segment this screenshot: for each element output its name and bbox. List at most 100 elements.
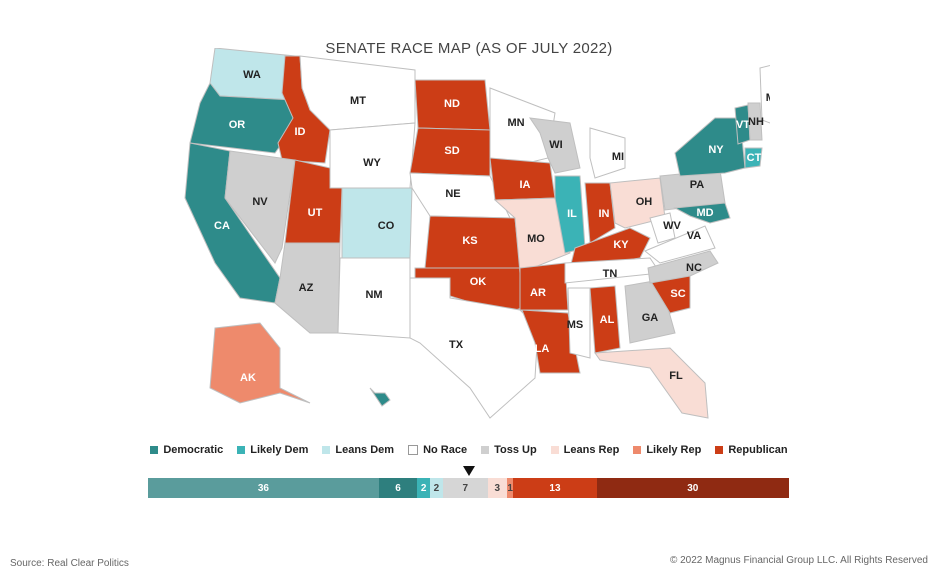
seat-bar-segment-0: 36	[148, 478, 379, 498]
state-va	[644, 225, 716, 264]
seat-bar-segment-1: 6	[378, 478, 418, 498]
state-label-mn: MN	[507, 117, 524, 129]
state-label-il: IL	[567, 208, 577, 220]
legend-label: Toss Up	[494, 444, 537, 456]
legend-label: Democratic	[163, 444, 224, 456]
seat-bar-segment-4: 7	[442, 478, 488, 498]
state-wv	[649, 212, 676, 244]
state-label-nm: NM	[365, 289, 382, 301]
state-label-mt: MT	[350, 95, 366, 107]
state-label-al: AL	[600, 314, 615, 326]
state-label-wi: WI	[549, 139, 562, 151]
legend-item-democratic: Democratic	[150, 444, 223, 456]
state-label-sd: SD	[444, 145, 459, 157]
state-label-mo: MO	[527, 233, 545, 245]
majority-marker-icon	[463, 466, 475, 476]
state-label-ks: KS	[462, 235, 477, 247]
state-label-in: IN	[599, 208, 610, 220]
state-ar	[519, 262, 569, 311]
state-nv	[224, 150, 296, 264]
state-md	[673, 202, 731, 224]
state-label-ne: NE	[445, 188, 460, 200]
state-ms	[567, 287, 591, 359]
state-hi	[369, 387, 391, 407]
state-label-vt: VT	[736, 119, 750, 131]
state-label-wa: WA	[243, 69, 261, 81]
state-label-ca: CA	[214, 220, 230, 232]
state-label-ga: GA	[642, 312, 659, 324]
state-label-fl: FL	[669, 370, 683, 382]
legend-swatch	[633, 446, 642, 454]
legend-label: Likely Rep	[646, 444, 702, 456]
state-label-mi: MI	[612, 151, 624, 163]
state-label-nh: NH	[748, 116, 764, 128]
state-label-id: ID	[295, 126, 306, 138]
state-label-nc: NC	[686, 262, 702, 274]
state-label-co: CO	[378, 220, 395, 232]
us-senate-map: WA OR CA ID NV MT WY UT AZ CO NM ND SD NE KS OK TX MN IA MO…	[184, 48, 770, 419]
state-ct	[744, 147, 763, 169]
state-label-nv: NV	[252, 196, 268, 208]
legend-swatch	[481, 446, 490, 454]
state-label-sc: SC	[670, 288, 685, 300]
state-ak	[209, 322, 311, 404]
state-in	[584, 182, 616, 244]
state-label-oh: OH	[636, 196, 653, 208]
state-label-ut: UT	[308, 207, 323, 219]
legend-item-republican: Republican	[715, 444, 788, 456]
state-label-or: OR	[229, 119, 246, 131]
legend-swatch	[408, 445, 419, 455]
legend-label: Leans Rep	[563, 444, 620, 456]
state-mi	[589, 127, 626, 179]
state-la	[521, 309, 581, 374]
state-label-ak: AK	[240, 372, 256, 384]
seat-bar-segment-8: 30	[596, 478, 789, 498]
state-wy	[329, 122, 416, 189]
state-oh	[609, 177, 666, 229]
seat-count-bar: 36 6 2 2 7 3 1 13 30	[148, 478, 789, 498]
state-label-az: AZ	[299, 282, 314, 294]
seat-bar-segment-2: 2	[417, 478, 431, 498]
state-label-ms: MS	[567, 319, 584, 331]
state-label-la: LA	[535, 343, 550, 355]
state-fl	[594, 347, 709, 419]
legend-label: Likely Dem	[250, 444, 309, 456]
legend-item-leans-rep: Leans Rep	[550, 444, 620, 456]
state-label-wv: WV	[663, 220, 681, 232]
state-label-ky: KY	[613, 239, 629, 251]
state-label-pa: PA	[690, 179, 705, 191]
state-az	[274, 242, 341, 334]
state-label-ny: NY	[708, 144, 724, 156]
legend-item-likely-dem: Likely Dem	[237, 444, 308, 456]
legend-label: Republican	[728, 444, 788, 456]
state-label-me: ME	[766, 92, 770, 104]
state-mo	[493, 197, 571, 274]
state-nc	[647, 250, 719, 284]
state-label-ia: IA	[520, 179, 531, 191]
seat-bar-segment-6: 1	[506, 478, 514, 498]
state-label-tx: TX	[449, 339, 464, 351]
state-label-ok: OK	[470, 276, 487, 288]
legend-item-toss-up: Toss Up	[481, 444, 537, 456]
legend-item-leans-dem: Leans Dem	[322, 444, 394, 456]
state-al	[589, 285, 621, 354]
legend-swatch	[550, 446, 559, 454]
state-label-va: VA	[687, 230, 702, 242]
state-label-ct: CT	[747, 152, 762, 164]
legend-label: Leans Dem	[335, 444, 395, 456]
state-wi	[528, 117, 581, 174]
map-title: SENATE RACE MAP (AS OF JULY 2022)	[325, 40, 613, 57]
legend-item-likely-rep: Likely Rep	[633, 444, 701, 456]
legend-swatch	[715, 446, 724, 454]
legend-swatch	[150, 446, 159, 454]
seat-bar-segment-7: 13	[513, 478, 597, 498]
state-label-ar: AR	[530, 287, 546, 299]
copyright-note: © 2022 Magnus Financial Group LLC. All R…	[669, 555, 928, 566]
seat-bar-segment-5: 3	[487, 478, 507, 498]
legend-label: No Race	[423, 444, 468, 456]
state-me	[759, 64, 770, 124]
state-label-tn: TN	[603, 268, 618, 280]
source-note: Source: Real Clear Politics	[10, 558, 129, 569]
state-label-md: MD	[696, 207, 713, 219]
legend-item-no-race: No Race	[408, 444, 467, 456]
